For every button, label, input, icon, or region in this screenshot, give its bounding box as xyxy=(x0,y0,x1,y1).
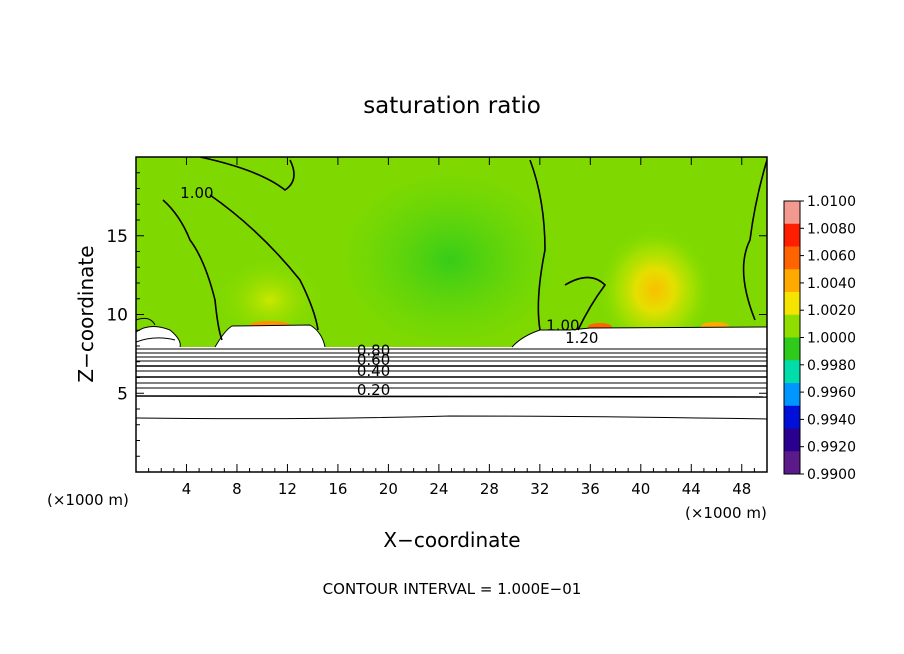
field-warm-region xyxy=(600,230,710,350)
colorbar-label: 0.9980 xyxy=(807,358,856,374)
colorbar-swatch xyxy=(784,360,800,384)
colorbar-label: 1.0080 xyxy=(807,221,856,237)
colorbar-label: 1.0060 xyxy=(807,249,856,265)
contour-lines xyxy=(136,157,767,420)
field-warm-region-2 xyxy=(220,260,320,340)
x-tick-label: 40 xyxy=(631,480,650,498)
colorbar-label: 1.0020 xyxy=(807,303,856,319)
field-white-region xyxy=(136,325,767,472)
colorbar-label: 0.9940 xyxy=(807,412,856,428)
colorbar-label: 1.0100 xyxy=(807,194,856,210)
x-tick-label: 44 xyxy=(682,480,701,498)
colorbar-label: 0.9920 xyxy=(807,440,856,456)
contour-label: 0.80 xyxy=(357,341,390,359)
colorbar-swatch xyxy=(784,405,800,429)
colorbar-swatch xyxy=(784,337,800,361)
contour-label: 0.40 xyxy=(357,362,390,380)
colorbar-swatch xyxy=(784,383,800,407)
chart-title: saturation ratio xyxy=(363,93,541,119)
colorbar: 1.0100 1.0080 1.0060 1.0040 1.0020 1.0000 0.99… xyxy=(783,194,856,483)
x-tick-label: 12 xyxy=(278,480,297,498)
colorbar-label: 0.9900 xyxy=(807,467,856,483)
colorbar-swatch xyxy=(784,269,800,293)
colorbar-label: 1.0040 xyxy=(807,276,856,292)
x-tick-label: 32 xyxy=(530,480,549,498)
x-tick-label: 20 xyxy=(379,480,398,498)
colorbar-swatch xyxy=(784,292,800,316)
y-axis: 5 10 15 xyxy=(106,172,767,457)
x-tick-label: 16 xyxy=(328,480,347,498)
x-tick-label: 48 xyxy=(732,480,751,498)
x-unit-left: (×1000 m) xyxy=(47,491,129,509)
contour-label: 1.00 xyxy=(180,184,213,202)
contour-label: 0.20 xyxy=(357,381,390,399)
contour-label: 1.20 xyxy=(565,329,598,347)
x-tick-label: 28 xyxy=(480,480,499,498)
y-tick-label: 15 xyxy=(106,227,128,247)
x-tick-label: 8 xyxy=(232,480,242,498)
field-cool-region xyxy=(340,170,560,350)
y-tick-label: 5 xyxy=(117,384,128,404)
x-axis-label: X−coordinate xyxy=(383,528,520,552)
colorbar-swatch xyxy=(784,223,800,247)
y-tick-label: 10 xyxy=(106,306,128,326)
x-tick-label: 36 xyxy=(581,480,600,498)
colorbar-swatch xyxy=(784,201,800,225)
contour-label: 1.00 xyxy=(546,316,579,334)
colorbar-label: 0.9960 xyxy=(807,385,856,401)
colorbar-swatch xyxy=(784,451,800,475)
x-tick-label: 24 xyxy=(429,480,448,498)
contour-label: 0.60 xyxy=(357,351,390,369)
colorbar-swatch xyxy=(784,314,800,338)
colorbar-label: 1.0000 xyxy=(807,331,856,347)
contour-interval-note: CONTOUR INTERVAL = 1.000E−01 xyxy=(323,580,582,598)
x-axis: 4 8 12 16 20 24 28 32 36 40 44 48 xyxy=(148,157,755,498)
heatmap-field xyxy=(136,157,767,472)
y-axis-label: Z−coordinate xyxy=(74,245,98,382)
x-tick-label: 4 xyxy=(182,480,192,498)
x-unit-right: (×1000 m) xyxy=(685,504,767,522)
colorbar-swatch xyxy=(784,428,800,452)
colorbar-swatch xyxy=(784,246,800,270)
